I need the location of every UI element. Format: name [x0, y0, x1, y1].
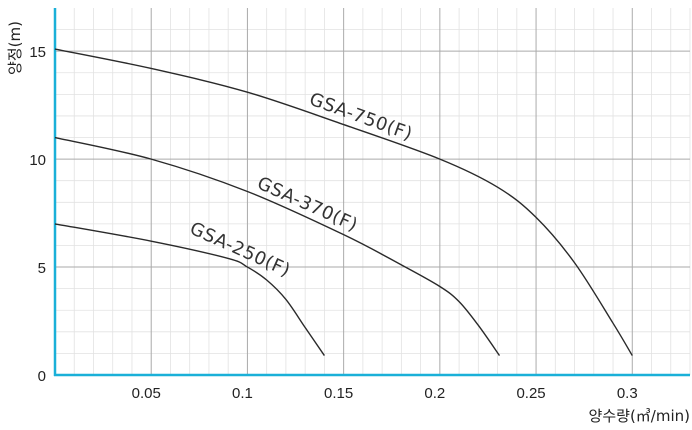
curve-labels: GSA-750(F)GSA-370(F)GSA-250(F) [187, 89, 416, 282]
y-tick-label: 5 [38, 260, 46, 277]
minor-grid [55, 8, 690, 375]
x-tick-label: 0.05 [132, 385, 161, 402]
x-tick-label: 0.1 [232, 385, 253, 402]
x-tick-label: 0.2 [424, 385, 445, 402]
major-grid [55, 8, 690, 375]
x-tick-labels: 0.05 0.1 0.15 0.2 0.25 0.3 [132, 385, 638, 402]
y-tick-labels: 0 5 10 15 [29, 44, 46, 385]
x-axis-label: 양수량(㎥/min) [589, 407, 690, 425]
axes [54, 8, 690, 376]
y-tick-label: 15 [29, 44, 46, 61]
x-tick-label: 0.3 [617, 385, 638, 402]
y-tick-label: 0 [38, 368, 46, 385]
curve-gsa-370f [55, 138, 500, 356]
curve-label: GSA-370(F) [254, 173, 361, 236]
x-tick-label: 0.25 [516, 385, 545, 402]
y-axis-label: 양정(m) [6, 21, 24, 75]
curve-label: GSA-250(F) [187, 218, 294, 281]
x-tick-label: 0.15 [324, 385, 353, 402]
y-tick-label: 10 [29, 152, 46, 169]
